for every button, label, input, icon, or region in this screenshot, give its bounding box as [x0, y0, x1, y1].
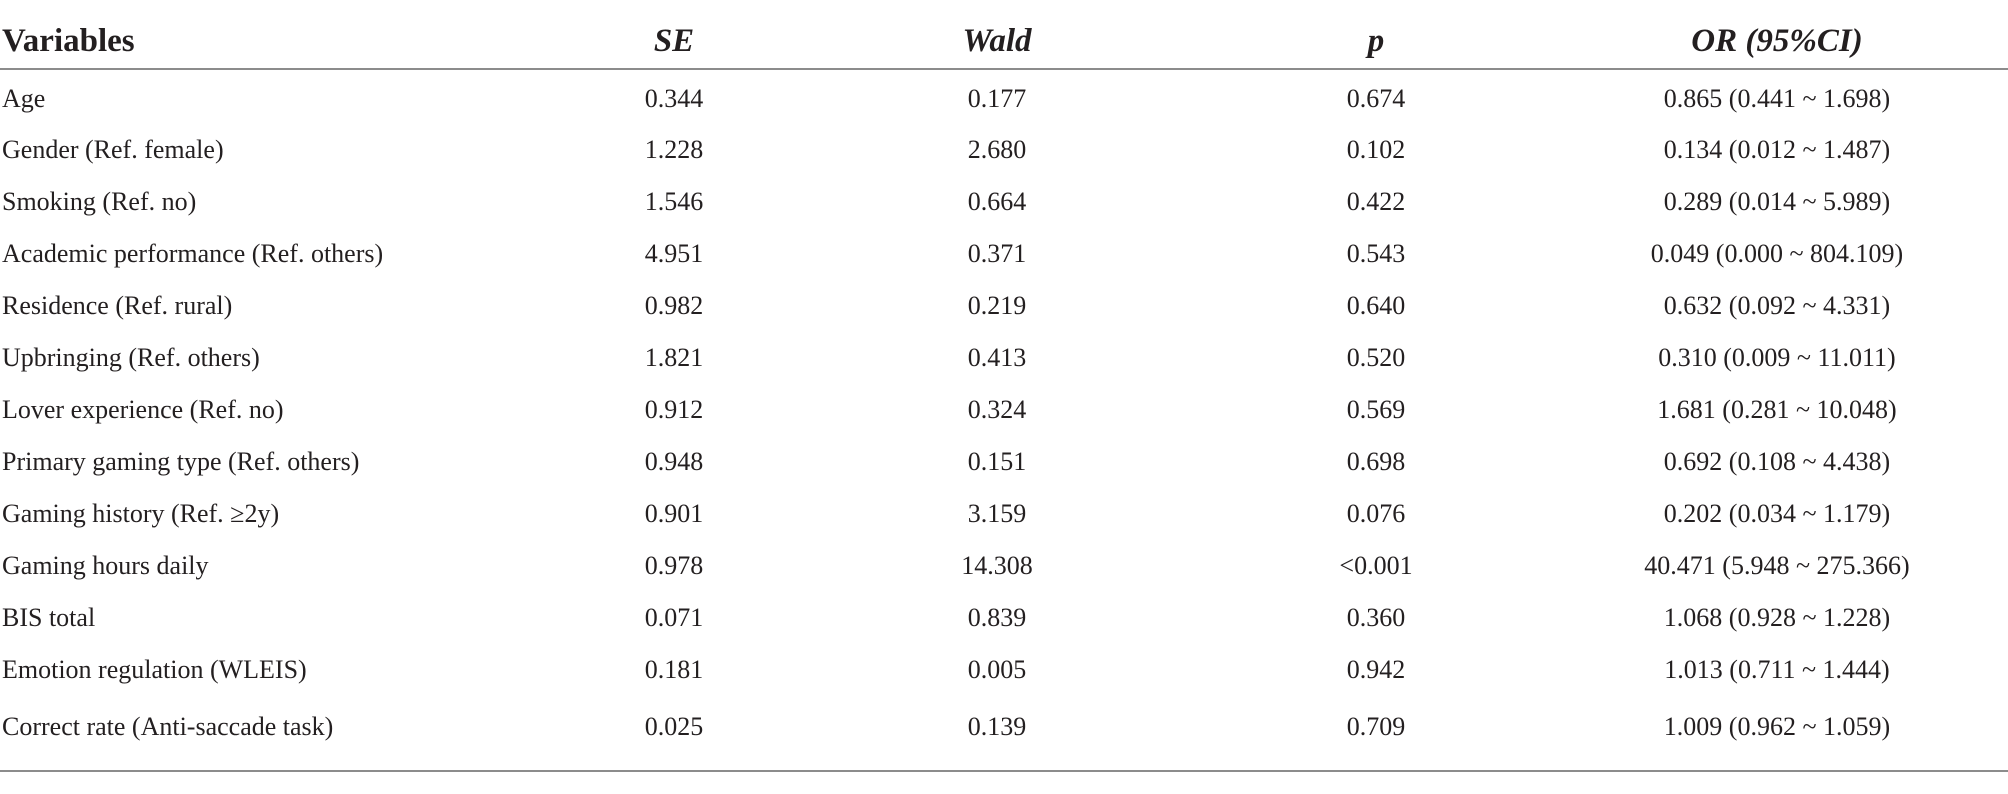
cell-or-ci: 0.049 (0.000 ~ 804.109)	[1650, 239, 1904, 268]
cell-se: 0.901	[644, 499, 704, 528]
cell-variable: Gaming history (Ref. ≥2y)	[2, 499, 280, 528]
table-row: Gaming hours daily 0.978 14.308 <0.001 40.47…	[0, 540, 2008, 592]
cell-or-ci: 0.134 (0.012 ~ 1.487)	[1663, 135, 1891, 164]
cell-variable: Upbringing (Ref. others)	[2, 343, 260, 372]
cell-se: 4.951	[644, 239, 704, 268]
header-se: SE	[560, 14, 788, 70]
cell-variable: BIS total	[2, 603, 96, 632]
cell-wald: 0.151	[967, 447, 1027, 476]
cell-wald: 3.159	[967, 499, 1027, 528]
cell-wald: 0.005	[967, 655, 1027, 684]
cell-or-ci: 0.632 (0.092 ~ 4.331)	[1663, 291, 1891, 320]
cell-or-ci: 1.009 (0.962 ~ 1.059)	[1546, 696, 2008, 772]
header-variables: Variables	[0, 14, 560, 70]
regression-table: Variables SE Wald p OR (95%CI) Age 0.344 0…	[0, 14, 2008, 772]
cell-variable: Lover experience (Ref. no)	[2, 395, 284, 424]
cell-se: 0.344	[644, 84, 704, 113]
cell-wald: 0.371	[967, 239, 1027, 268]
cell-or-ci: 0.692 (0.108 ~ 4.438)	[1663, 447, 1891, 476]
cell-se: 0.948	[644, 447, 704, 476]
cell-p: 0.709	[1206, 696, 1546, 772]
cell-or-ci: 40.471 (5.948 ~ 275.366)	[1644, 551, 1910, 580]
cell-p: 0.102	[1346, 135, 1406, 164]
regression-table-container: Variables SE Wald p OR (95%CI) Age 0.344 0…	[0, 14, 2008, 772]
table-row: BIS total 0.071 0.839 0.360 1.068 (0.928 ~ 1…	[0, 592, 2008, 644]
cell-wald: 0.839	[967, 603, 1027, 632]
table-row: Residence (Ref. rural) 0.982 0.219 0.640 0.6…	[0, 280, 2008, 332]
cell-or-ci: 1.681 (0.281 ~ 10.048)	[1657, 395, 1897, 424]
table-row: Lover experience (Ref. no) 0.912 0.324 0.56…	[0, 384, 2008, 436]
cell-or-ci: 1.013 (0.711 ~ 1.444)	[1664, 655, 1890, 684]
cell-variable: Age	[2, 84, 46, 113]
cell-p: 0.076	[1346, 499, 1406, 528]
cell-p: 0.569	[1346, 395, 1406, 424]
cell-wald: 2.680	[967, 135, 1027, 164]
cell-p: 0.520	[1346, 343, 1406, 372]
table-row: Primary gaming type (Ref. others) 0.948 0.…	[0, 436, 2008, 488]
cell-variable: Residence (Ref. rural)	[2, 291, 233, 320]
cell-p: 0.360	[1346, 603, 1406, 632]
cell-wald: 0.139	[788, 696, 1206, 772]
header-wald: Wald	[788, 14, 1206, 70]
table-row: Academic performance (Ref. others) 4.951 0…	[0, 228, 2008, 280]
cell-se: 1.821	[644, 343, 704, 372]
table-row: Emotion regulation (WLEIS) 0.181 0.005 0.94…	[0, 644, 2008, 696]
header-or: OR (95%CI)	[1546, 14, 2008, 70]
table-body: Age 0.344 0.177 0.674 0.865 (0.441 ~ 1.698) G…	[0, 69, 2008, 772]
cell-variable: Gender (Ref. female)	[2, 135, 224, 164]
cell-or-ci: 0.202 (0.034 ~ 1.179)	[1663, 499, 1891, 528]
table-row: Age 0.344 0.177 0.674 0.865 (0.441 ~ 1.698)	[0, 69, 2008, 124]
cell-wald: 14.308	[961, 551, 1033, 580]
cell-p: <0.001	[1339, 551, 1413, 580]
cell-wald: 0.219	[967, 291, 1027, 320]
cell-wald: 0.177	[967, 84, 1027, 113]
cell-wald: 0.664	[967, 187, 1027, 216]
cell-se: 0.181	[644, 655, 704, 684]
table-row: Upbringing (Ref. others) 1.821 0.413 0.520 0…	[0, 332, 2008, 384]
cell-se: 0.912	[644, 395, 704, 424]
cell-p: 0.640	[1346, 291, 1406, 320]
cell-se: 0.071	[644, 603, 704, 632]
cell-p: 0.942	[1346, 655, 1406, 684]
cell-se: 0.978	[644, 551, 704, 580]
cell-se: 1.546	[644, 187, 704, 216]
cell-wald: 0.413	[967, 343, 1027, 372]
cell-p: 0.422	[1346, 187, 1406, 216]
cell-or-ci: 0.865 (0.441 ~ 1.698)	[1663, 84, 1891, 113]
header-or-ci: (95%CI)	[1737, 22, 1863, 59]
table-row: Gender (Ref. female) 1.228 2.680 0.102 0.134…	[0, 124, 2008, 176]
table-row: Correct rate (Anti-saccade task) 0.025 0.1…	[0, 696, 2008, 772]
cell-se: 0.982	[644, 291, 704, 320]
table-row: Gaming history (Ref. ≥2y) 0.901 3.159 0.076…	[0, 488, 2008, 540]
cell-variable: Correct rate (Anti-saccade task)	[0, 696, 560, 772]
header-row: Variables SE Wald p OR (95%CI)	[0, 14, 2008, 70]
header-p: p	[1206, 14, 1546, 70]
table-row: Smoking (Ref. no) 1.546 0.664 0.422 0.289 (0…	[0, 176, 2008, 228]
cell-wald: 0.324	[967, 395, 1027, 424]
cell-variable: Academic performance (Ref. others)	[2, 239, 384, 268]
cell-p: 0.543	[1346, 239, 1406, 268]
cell-variable: Gaming hours daily	[2, 551, 209, 580]
header-or-label: OR	[1691, 22, 1738, 59]
cell-or-ci: 0.289 (0.014 ~ 5.989)	[1663, 187, 1891, 216]
cell-p: 0.698	[1346, 447, 1406, 476]
cell-variable: Emotion regulation (WLEIS)	[2, 655, 307, 684]
cell-or-ci: 0.310 (0.009 ~ 11.011)	[1658, 343, 1896, 372]
table-header: Variables SE Wald p OR (95%CI)	[0, 14, 2008, 70]
cell-variable: Primary gaming type (Ref. others)	[2, 447, 360, 476]
cell-p: 0.674	[1346, 84, 1406, 113]
cell-or-ci: 1.068 (0.928 ~ 1.228)	[1663, 603, 1891, 632]
cell-variable: Smoking (Ref. no)	[2, 187, 197, 216]
cell-se: 1.228	[644, 135, 704, 164]
cell-se: 0.025	[560, 696, 788, 772]
